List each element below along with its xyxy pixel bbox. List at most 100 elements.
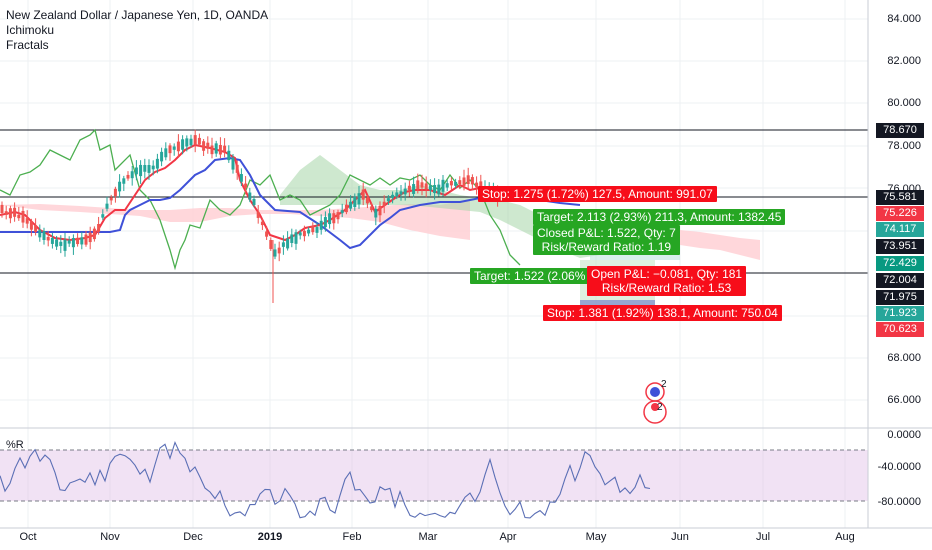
symbol-title[interactable]: New Zealand Dollar / Japanese Yen, 1D, O… [6, 8, 269, 22]
stop-loss-tag-1[interactable]: Stop: 1.275 (1.72%) 127.5, Amount: 991.0… [478, 186, 717, 202]
candle-body [218, 144, 222, 155]
price-tick: 66.000 [887, 394, 921, 406]
candle-body [50, 237, 54, 244]
indicator-fractals[interactable]: Fractals [6, 38, 49, 52]
candle-body [59, 241, 63, 246]
candle-body [395, 192, 399, 197]
candle-body [134, 167, 138, 175]
price-label: 71.923 [876, 306, 924, 321]
candle-body [223, 145, 227, 152]
candle-body [151, 165, 155, 170]
candle-body [391, 194, 395, 198]
price-label: 71.975 [876, 290, 924, 305]
price-tick: 80.000 [887, 97, 921, 109]
candle-body [420, 182, 424, 188]
candle-body [25, 218, 29, 224]
time-tick: Feb [342, 531, 362, 543]
candle-body [164, 148, 168, 158]
stop-loss-tag-2[interactable]: Stop: 1.381 (1.92%) 138.1, Amount: 750.0… [543, 305, 782, 321]
time-tick: Jun [671, 531, 689, 543]
candle-body [475, 182, 479, 188]
candle-body [286, 238, 290, 249]
candle-body [454, 181, 458, 186]
candle-body [244, 183, 248, 188]
indicator-ichimoku[interactable]: Ichimoku [6, 23, 55, 37]
candle-body [130, 171, 134, 179]
candle-body [38, 230, 42, 238]
candle-body [227, 150, 231, 161]
price-label: 73.951 [876, 239, 924, 254]
time-tick: Nov [100, 531, 120, 543]
candle-body [84, 234, 88, 245]
closed-pnl-text: Closed P&L: 1.522, Qty: 7 [537, 226, 676, 240]
oscillator-label[interactable]: %R [6, 439, 24, 451]
candle-body [428, 185, 432, 191]
time-tick: Oct [19, 531, 37, 543]
candle-body [197, 137, 201, 145]
candle-body [122, 178, 126, 184]
open-pnl-tag[interactable]: Open P&L: −0.081, Qty: 181 Risk/Reward R… [587, 266, 747, 296]
candle-body [17, 214, 21, 219]
candle-body [416, 180, 420, 190]
candle-body [34, 225, 38, 232]
candle-body [55, 239, 59, 247]
candle-body [357, 193, 361, 205]
candle-body [239, 174, 243, 182]
fractal-marker-label-2: 2 [657, 402, 663, 413]
candle-body [273, 249, 277, 257]
candle-body [466, 175, 470, 184]
candle-body [412, 184, 416, 194]
candle-body [139, 164, 143, 177]
candle-body [181, 139, 185, 150]
candle-body [176, 141, 180, 152]
price-tick: 68.000 [887, 352, 921, 364]
candle-body [269, 239, 273, 249]
candle-body [8, 208, 12, 219]
candle-body [424, 183, 428, 190]
fractal-marker-label-1: 2 [661, 379, 667, 390]
candle-body [46, 237, 50, 241]
candle-body [210, 145, 214, 155]
closed-pnl-tag[interactable]: Closed P&L: 1.522, Qty: 7 Risk/Reward Ra… [533, 225, 680, 255]
candle-body [311, 226, 315, 233]
candle-body [349, 201, 353, 209]
candle-body [42, 231, 46, 240]
candle-body [231, 157, 235, 170]
candle-body [202, 141, 206, 151]
take-profit-tag-2[interactable]: Target: 1.522 (2.06% [470, 268, 590, 284]
kijun-sen-line [0, 156, 581, 250]
candle-body [332, 213, 336, 224]
price-tick: 84.000 [887, 13, 921, 25]
candle-body [113, 188, 117, 197]
osc-band [0, 450, 868, 501]
take-profit-tag-1[interactable]: Target: 2.113 (2.93%) 211.3, Amount: 138… [533, 209, 786, 225]
candle-body [315, 227, 319, 233]
candle-body [29, 221, 33, 230]
candle-body [214, 143, 218, 154]
grid [0, 0, 868, 528]
candle-body [458, 180, 462, 185]
price-tick: 78.000 [887, 140, 921, 152]
candle-body [479, 181, 483, 191]
candle-body [0, 204, 4, 213]
candle-body [235, 164, 239, 173]
candle-body [101, 214, 105, 218]
candle-body [319, 220, 323, 230]
candle-body [336, 212, 340, 220]
price-label: 75.581 [876, 190, 924, 205]
candle-body [88, 232, 92, 243]
candle-body [307, 229, 311, 234]
candle-body [374, 208, 378, 218]
candle-body [67, 240, 71, 244]
time-tick: May [585, 531, 607, 543]
fractal-markers[interactable] [643, 382, 667, 424]
candle-body [265, 231, 269, 237]
candle-body [298, 232, 302, 236]
open-pnl-text: Open P&L: −0.081, Qty: 181 [591, 267, 743, 281]
candle-body [185, 138, 189, 147]
candle-body [328, 213, 332, 225]
candle-body [403, 188, 407, 195]
candle-body [340, 210, 344, 214]
candle-body [92, 228, 96, 240]
